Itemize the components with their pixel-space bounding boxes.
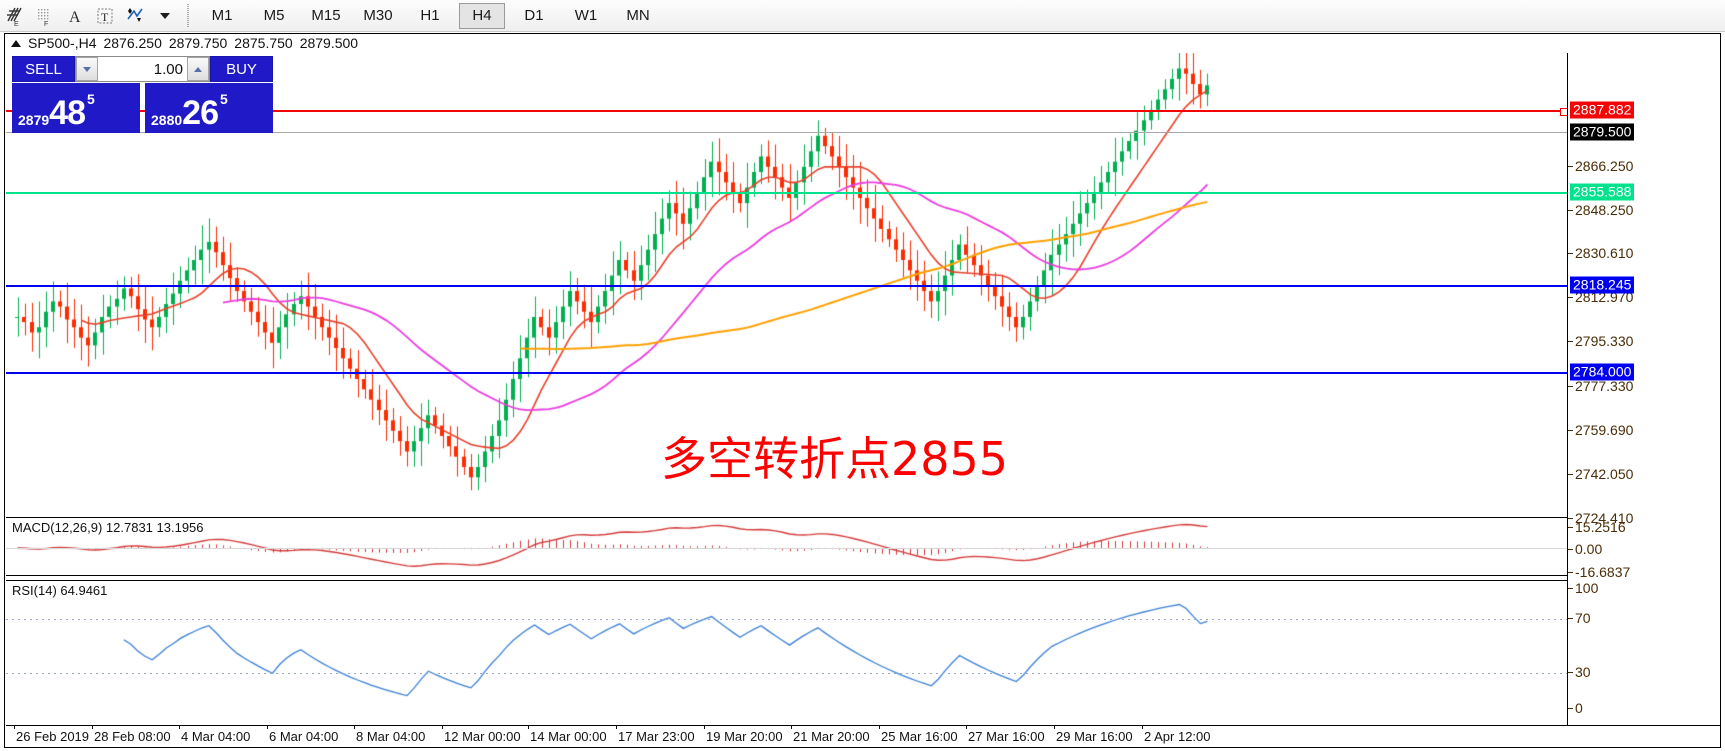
timeframe-d1[interactable]: D1: [524, 7, 544, 24]
price-tick: 2777.330: [1575, 378, 1634, 394]
timeframe-h1[interactable]: H1: [420, 7, 440, 24]
timeframe-mn[interactable]: MN: [626, 7, 650, 24]
one-click-controls-row: SELL 1.00 BUY: [12, 56, 273, 82]
one-click-prices-row: 2879 48 5 2880 26 5: [12, 83, 273, 133]
volume-input[interactable]: 1.00: [153, 60, 183, 78]
volume-stepper[interactable]: 1.00: [75, 56, 210, 82]
buy-pips: 26: [182, 94, 219, 132]
sell-fraction: 5: [86, 91, 95, 107]
time-tick: 14 Mar 00:00: [530, 729, 607, 744]
macd-axis-tick: 15.2516: [1575, 519, 1626, 535]
svg-text:A: A: [69, 9, 81, 26]
blue-level-tag-upper: 2818.245: [1570, 276, 1635, 294]
price-tick: 2795.330: [1575, 333, 1634, 349]
ask-price-tag: 2887.882: [1570, 101, 1635, 119]
macd-indicator-area[interactable]: MACD(12,26,9) 12.7831 13.1956: [6, 517, 1567, 576]
time-tick: 8 Mar 04:00: [356, 729, 426, 744]
chart-symbol-label: SP500-,H4: [28, 35, 97, 51]
sell-button[interactable]: SELL: [12, 56, 75, 82]
toolbar: E F A: [0, 0, 1725, 32]
text-tool-icon[interactable]: A: [60, 2, 90, 30]
chart-annotation-text: 多空转折点2855: [661, 432, 1009, 486]
chart-window: SP500-,H4 2876.250 2879.750 2875.750 287…: [4, 33, 1721, 748]
rsi-axis-tick: 30: [1575, 664, 1591, 680]
macd-zero-line: [6, 548, 1567, 549]
timeframe-m5[interactable]: M5: [263, 7, 285, 24]
chart-ohlc-header: SP500-,H4 2876.250 2879.750 2875.750 287…: [5, 34, 1720, 52]
rsi-label: RSI(14) 64.9461: [12, 583, 108, 598]
toolbar-separator: [187, 3, 189, 28]
sell-pips: 48: [49, 94, 86, 132]
svg-text:E: E: [14, 21, 19, 27]
time-tick: 27 Mar 16:00: [968, 729, 1045, 744]
ask-line-handle[interactable]: [1560, 108, 1567, 116]
time-axis[interactable]: 26 Feb 2019 28 Feb 08:00 4 Mar 04:00 6 M…: [6, 725, 1720, 748]
time-tick: 17 Mar 23:00: [618, 729, 695, 744]
bid-price-tag: 2879.500: [1570, 123, 1635, 141]
timeframe-m1[interactable]: M1: [211, 7, 233, 24]
blue-resistance-line[interactable]: [6, 285, 1567, 287]
blue-support-line[interactable]: [6, 372, 1567, 374]
time-tick: 6 Mar 04:00: [269, 729, 339, 744]
price-tick: 2742.050: [1575, 466, 1634, 482]
price-tick: 2848.250: [1575, 202, 1634, 218]
buy-big-figure: 2880: [151, 112, 183, 128]
rsi-indicator-area[interactable]: RSI(14) 64.9461: [6, 580, 1567, 726]
rsi-axis-tick: 70: [1575, 610, 1591, 626]
price-tick: 2759.690: [1575, 422, 1634, 438]
time-tick: 2 Apr 12:00: [1144, 729, 1211, 744]
price-tick: 2724.410: [1575, 510, 1634, 526]
timeframe-m15[interactable]: M15: [311, 7, 341, 24]
time-tick: 29 Mar 16:00: [1056, 729, 1133, 744]
sell-price-box[interactable]: 2879 48 5: [12, 83, 140, 133]
ask-level-line[interactable]: [6, 108, 1567, 116]
time-tick: 12 Mar 00:00: [444, 729, 521, 744]
price-tick: 2830.610: [1575, 245, 1634, 261]
chart-close-value: 2879.500: [299, 35, 359, 51]
green-support-line[interactable]: [6, 192, 1567, 194]
drawing-tools-dropdown[interactable]: [150, 2, 180, 30]
grid-icon[interactable]: F: [30, 2, 60, 30]
label-tool-icon[interactable]: T: [90, 2, 120, 30]
drawing-tools-icon[interactable]: [120, 2, 150, 30]
green-level-tag: 2855.588: [1570, 183, 1635, 201]
blue-level-tag-lower: 2784.000: [1570, 363, 1635, 381]
price-tick: 2866.250: [1575, 158, 1634, 174]
chevron-down-icon: [160, 12, 170, 19]
time-tick: 26 Feb 2019: [16, 729, 90, 744]
one-click-trading-panel: SELL 1.00 BUY 2879 48 5 2880 26 5: [12, 56, 273, 156]
sell-big-figure: 2879: [18, 112, 50, 128]
rsi-axis-tick: 100: [1575, 580, 1599, 596]
volume-decrease-button[interactable]: [76, 57, 98, 81]
buy-fraction: 5: [219, 91, 228, 107]
svg-text:T: T: [101, 10, 109, 24]
chart-high-value: 2879.750: [168, 35, 228, 51]
price-axis[interactable]: 2866.250 2848.250 2830.610 2812.970 2795…: [1567, 53, 1721, 725]
time-tick: 21 Mar 20:00: [793, 729, 870, 744]
time-tick: 19 Mar 20:00: [706, 729, 783, 744]
time-tick: 28 Feb 08:00: [94, 729, 171, 744]
buy-button[interactable]: BUY: [210, 56, 273, 82]
macd-label: MACD(12,26,9) 12.7831 13.1956: [12, 520, 204, 535]
bid-level-line[interactable]: [6, 132, 1567, 133]
chart-low-value: 2875.750: [234, 35, 293, 51]
timeframe-w1[interactable]: W1: [574, 7, 598, 24]
time-tick: 4 Mar 04:00: [181, 729, 251, 744]
indicators-icon[interactable]: E: [0, 2, 30, 30]
chart-open-value: 2876.250: [103, 35, 162, 51]
macd-axis-tick: 0.00: [1575, 541, 1603, 557]
rsi-oversold-line: [6, 673, 1567, 674]
rsi-axis-tick: 0: [1575, 700, 1583, 716]
buy-price-box[interactable]: 2880 26 5: [145, 83, 273, 133]
timeframe-m30[interactable]: M30: [363, 7, 393, 24]
macd-axis-tick: -16.6837: [1575, 564, 1631, 580]
volume-increase-button[interactable]: [187, 57, 209, 81]
time-tick: 25 Mar 16:00: [881, 729, 958, 744]
svg-text:F: F: [44, 21, 48, 27]
rsi-overbought-line: [6, 619, 1567, 620]
timeframe-h4[interactable]: H4: [459, 2, 505, 29]
collapse-triangle-icon[interactable]: [11, 39, 21, 47]
